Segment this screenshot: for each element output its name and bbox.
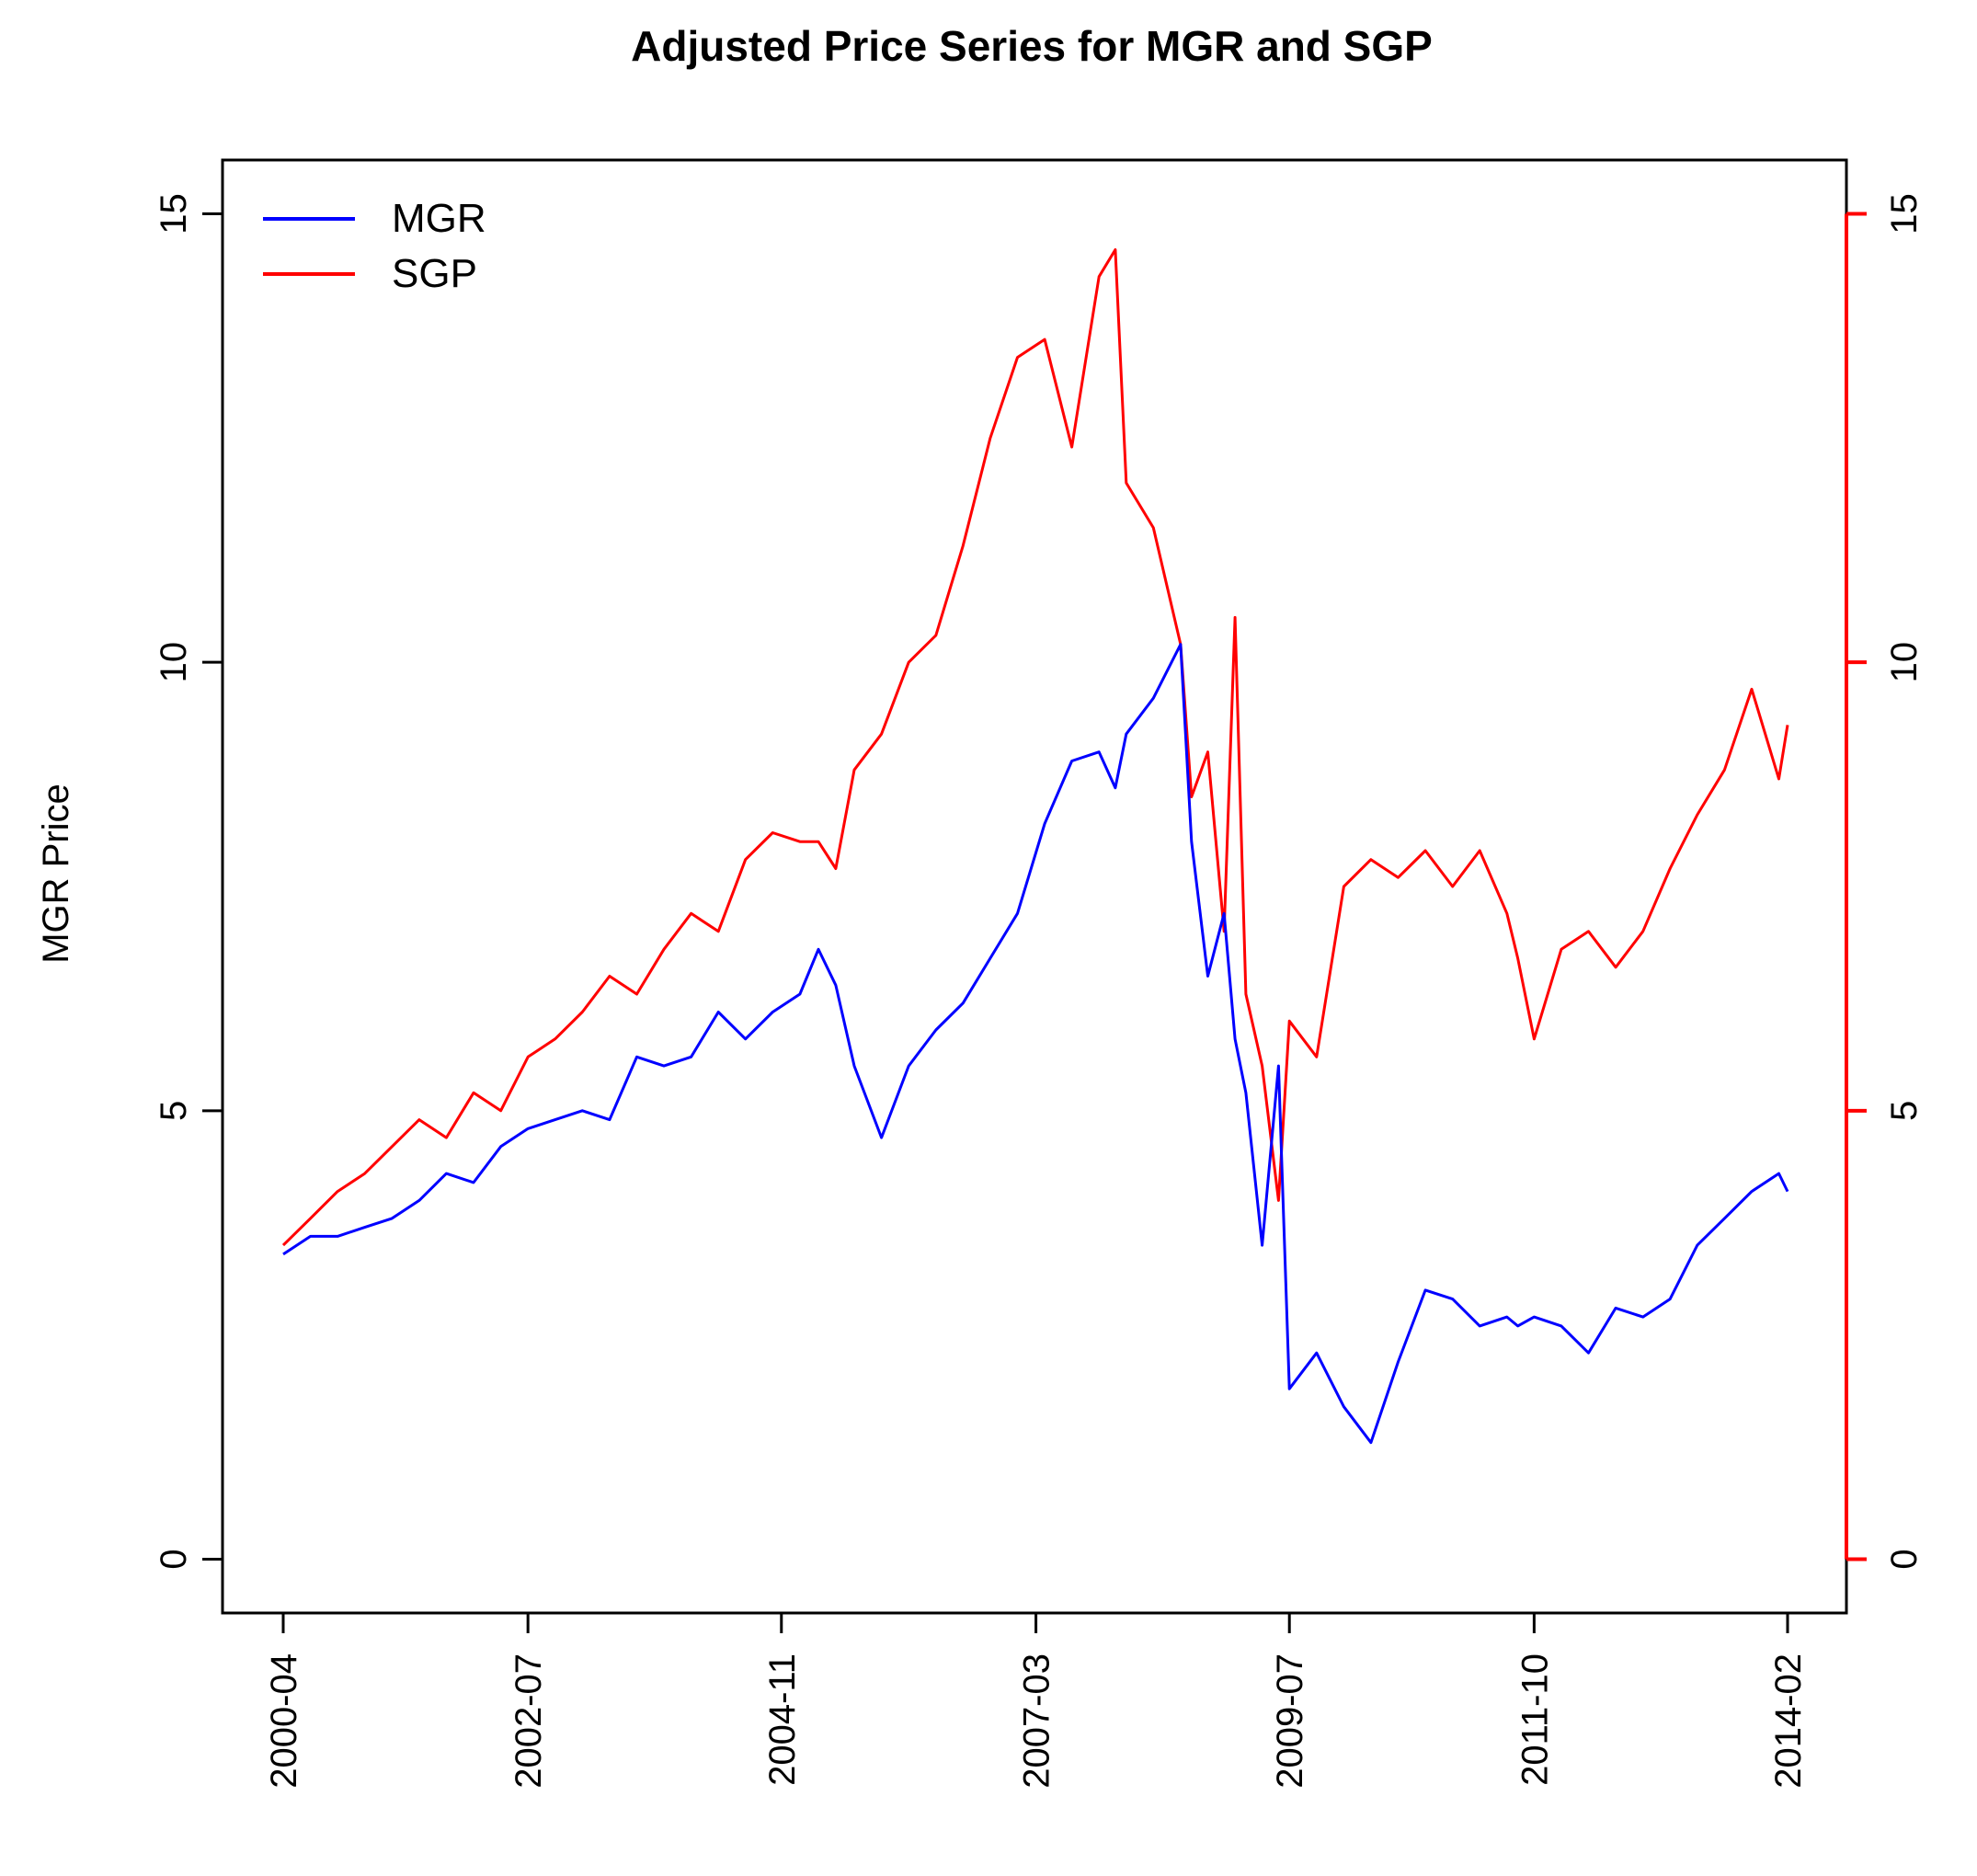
right-tick-label-0: 0 xyxy=(1884,1549,1925,1569)
series-line-mgr xyxy=(282,643,1789,1445)
legend-label-sgp: SGP xyxy=(392,251,477,296)
x-tick-label-2000-04: 2000-04 xyxy=(264,1653,304,1789)
left-tick-label-15: 15 xyxy=(154,193,194,234)
y-axis-label: MGR Price xyxy=(36,784,76,964)
x-axis: 2000-04 2002-07 2004-11 2007-03 2009-07 2011-… xyxy=(264,1611,1809,1789)
left-tick-label-0: 0 xyxy=(154,1549,194,1569)
x-tick-label-2011-10: 2011-10 xyxy=(1514,1653,1555,1786)
x-tick-label-2009-07: 2009-07 xyxy=(1270,1653,1310,1789)
right-tick-label-15: 15 xyxy=(1884,193,1925,234)
right-tick-label-10: 10 xyxy=(1884,642,1925,683)
x-tick-label-2007-03: 2007-03 xyxy=(1017,1653,1057,1789)
right-tick-label-5: 5 xyxy=(1884,1101,1925,1121)
right-y-axis: 0 5 10 15 xyxy=(1845,193,1925,1570)
x-tick-label-2004-11: 2004-11 xyxy=(762,1653,803,1786)
chart-title: Adjusted Price Series for MGR and SGP xyxy=(631,22,1433,70)
x-tick-label-2002-07: 2002-07 xyxy=(509,1653,549,1789)
left-tick-label-10: 10 xyxy=(154,642,194,683)
x-tick-label-2014-02: 2014-02 xyxy=(1768,1653,1809,1789)
left-y-axis: 0 5 10 15 xyxy=(154,193,224,1570)
legend-label-mgr: MGR xyxy=(392,196,486,241)
left-tick-label-5: 5 xyxy=(154,1101,194,1121)
series-line-sgp xyxy=(281,248,1789,1247)
legend: MGR SGP xyxy=(263,196,486,296)
